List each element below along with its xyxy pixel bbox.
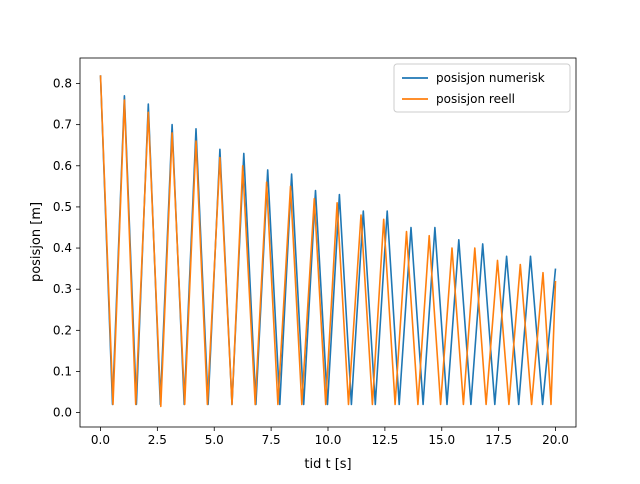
y-tick-label: 0.5 (53, 200, 72, 214)
series-line-2 (99, 75, 557, 408)
y-tick-label: 0.8 (53, 77, 72, 91)
legend-label-2: posisjon reell (436, 92, 515, 106)
legend: posisjon numerisk posisjon reell (393, 63, 571, 113)
legend-box (393, 63, 571, 113)
x-tick-label: 15.0 (428, 433, 455, 447)
x-axis-ticks: 0.0 2.5 5.0 7.5 10.0 12.5 15.0 17.5 20.0 (91, 427, 569, 447)
y-tick-label: 0.4 (53, 241, 72, 255)
x-tick-label: 10.0 (315, 433, 342, 447)
x-tick-label: 7.5 (262, 433, 281, 447)
series-layer (99, 75, 557, 408)
x-tick-label: 17.5 (485, 433, 512, 447)
y-tick-label: 0.1 (53, 364, 72, 378)
y-tick-label: 0.3 (53, 282, 72, 296)
x-tick-label: 5.0 (205, 433, 224, 447)
x-tick-label: 20.0 (542, 433, 569, 447)
y-tick-label: 0.6 (53, 159, 72, 173)
y-tick-label: 0.7 (53, 118, 72, 132)
y-tick-label: 0.2 (53, 323, 72, 337)
x-tick-label: 0.0 (91, 433, 110, 447)
legend-label-1: posisjon numerisk (436, 71, 545, 85)
x-axis-label: tid t [s] (304, 457, 351, 472)
y-tick-label: 0.0 (53, 406, 72, 420)
x-tick-label: 2.5 (148, 433, 167, 447)
y-axis-ticks: 0.0 0.1 0.2 0.3 0.4 0.5 0.6 0.7 0.8 (53, 77, 80, 420)
x-tick-label: 12.5 (372, 433, 399, 447)
y-axis-label: posisjon [m] (29, 202, 44, 282)
